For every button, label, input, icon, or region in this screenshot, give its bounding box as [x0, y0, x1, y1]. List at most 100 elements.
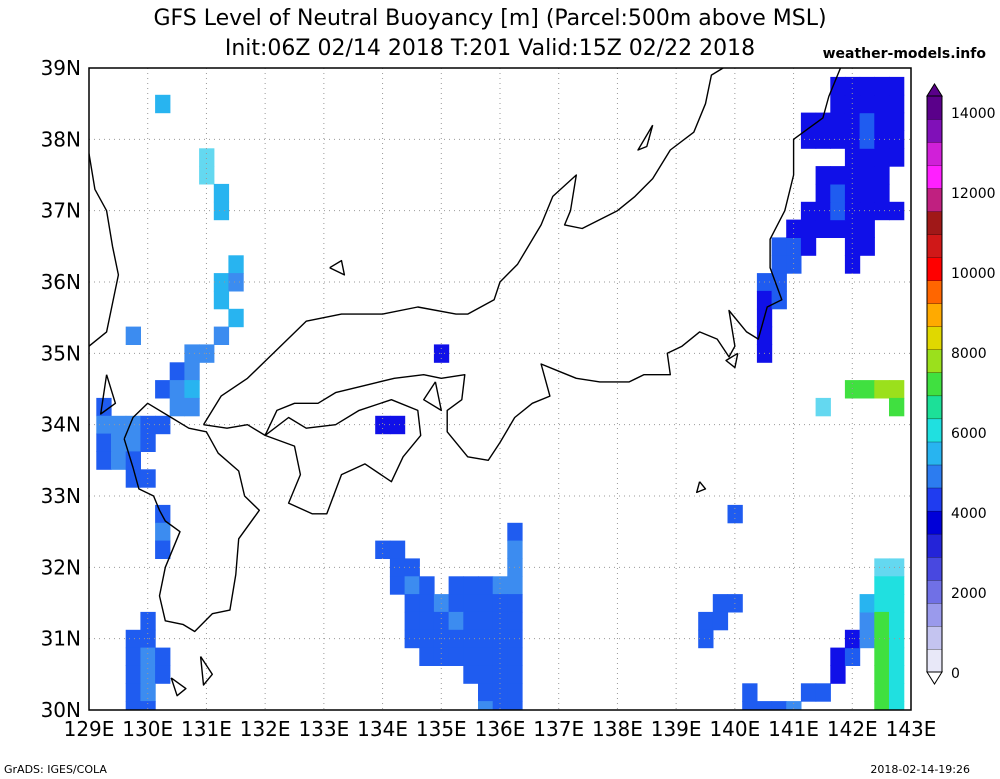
field-cell: [771, 290, 787, 310]
field-cell: [375, 415, 391, 435]
field-cell: [448, 611, 464, 631]
lat-label: 32N: [41, 555, 81, 579]
field-cell: [140, 629, 156, 649]
field-cell: [419, 611, 435, 631]
field-cell: [419, 629, 435, 649]
field-cell: [874, 94, 890, 114]
field-cell: [213, 201, 230, 221]
colorbar-segment: [926, 141, 943, 166]
lon-label: 129E: [64, 717, 115, 741]
lon-label: 136E: [475, 717, 526, 741]
field-cell: [492, 665, 508, 684]
colorbar-segment: [926, 95, 943, 120]
field-cell: [478, 629, 494, 649]
field-cell: [448, 647, 464, 666]
field-cell: [96, 433, 112, 452]
field-cell: [140, 611, 156, 631]
field-cell: [742, 701, 758, 710]
field-cell: [889, 701, 905, 710]
field-cell: [800, 683, 817, 702]
field-cell: [859, 166, 875, 185]
field-cell: [712, 594, 729, 613]
field-cell: [889, 148, 905, 167]
colorbar-label: 8000: [951, 346, 987, 362]
field-cell: [111, 451, 127, 470]
field-cell: [492, 629, 508, 649]
field-cell: [815, 166, 831, 185]
field-cell: [698, 611, 714, 631]
field-cell: [844, 112, 861, 131]
field-cell: [404, 558, 420, 577]
field-cell: [404, 594, 420, 613]
coastline: [203, 68, 842, 461]
field-cell: [463, 594, 479, 613]
field-cell: [727, 504, 743, 524]
field-cell: [507, 647, 523, 666]
field-cell: [771, 701, 787, 710]
field-cell: [771, 237, 787, 256]
colorbar-segment: [926, 395, 943, 420]
coastline: [123, 402, 260, 633]
latitude-labels: 30N 31N 32N 33N 34N 35N 36N 37N 38N 39N: [41, 56, 81, 722]
field-cell: [859, 201, 875, 221]
field-cell: [492, 576, 508, 595]
colorbar: 0 2000 4000 6000 8000 10000 12000 14000: [926, 83, 996, 685]
colorbar-segment: [926, 372, 943, 397]
field-cell: [478, 701, 494, 710]
field-cell: [111, 433, 127, 452]
field-cell: [830, 647, 846, 666]
field-cell: [800, 201, 817, 221]
colorbar-label: 0: [951, 666, 960, 682]
field-cell: [96, 451, 112, 470]
field-cell: [155, 415, 171, 435]
map-title: GFS Level of Neutral Buoyancy [m] (Parce…: [153, 6, 827, 31]
field-cell: [228, 273, 244, 292]
lat-label: 36N: [41, 270, 81, 294]
field-cell: [125, 326, 141, 345]
field-cell: [889, 629, 905, 649]
field-cell: [889, 201, 905, 221]
field-cell: [889, 94, 905, 114]
lon-label: 141E: [768, 717, 819, 741]
field-cell: [859, 94, 875, 114]
field-cell: [874, 665, 890, 684]
colorbar-segment: [926, 280, 943, 304]
field-cell: [874, 76, 890, 96]
field-cell: [859, 183, 875, 203]
coastline: [99, 374, 117, 415]
field-cell: [815, 397, 831, 417]
colorbar-segment: [926, 211, 943, 235]
lon-label: 130E: [122, 717, 173, 741]
field-cell: [742, 683, 758, 702]
lon-label: 131E: [181, 717, 232, 741]
field-cell: [169, 397, 185, 417]
field-cell: [844, 201, 861, 221]
colorbar-segment: [926, 164, 943, 189]
field-cell: [463, 629, 479, 649]
field-cell: [125, 433, 141, 452]
colorbar-min-arrow: [926, 671, 943, 685]
field-cell: [155, 522, 171, 542]
field-cell: [830, 130, 846, 149]
field-cell: [213, 290, 230, 310]
field-cell: [125, 415, 141, 435]
field-cell: [889, 76, 905, 96]
colorbar-label: 2000: [951, 586, 987, 602]
field-cell: [125, 647, 141, 666]
field-cell: [889, 647, 905, 666]
field-cell: [800, 130, 817, 149]
field-cell: [492, 611, 508, 631]
field-cell: [756, 290, 773, 310]
field-cell: [140, 665, 156, 684]
coastline: [199, 656, 214, 686]
lon-label: 137E: [533, 717, 584, 741]
colorbar-segment: [926, 648, 943, 673]
field-cell: [184, 344, 200, 363]
field-cell: [155, 540, 171, 559]
coastline: [423, 381, 442, 412]
field-cell: [184, 397, 200, 417]
field-cell: [830, 219, 846, 238]
lat-label: 33N: [41, 484, 81, 508]
field-cell: [830, 665, 846, 684]
